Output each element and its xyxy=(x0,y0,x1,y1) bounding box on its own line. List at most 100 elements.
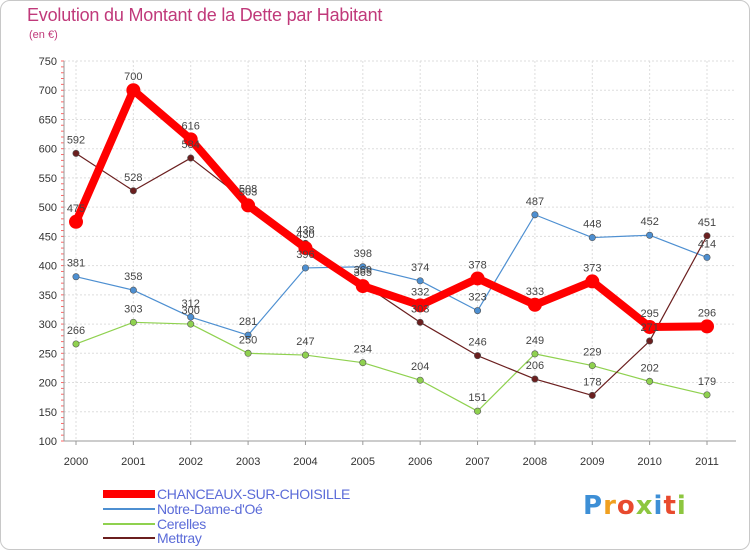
x-tick-label: 2010 xyxy=(637,456,661,468)
data-label-mettray: 528 xyxy=(124,172,142,184)
y-tick-label: 150 xyxy=(39,407,57,419)
x-tick-label: 2011 xyxy=(695,456,719,468)
data-label-cerelles: 204 xyxy=(411,361,429,373)
y-tick-label: 100 xyxy=(39,436,57,448)
data-point-chanceaux xyxy=(183,132,198,147)
legend-label-mettray: Mettray xyxy=(157,530,202,546)
data-label-chanceaux: 365 xyxy=(354,267,372,279)
data-point-notre-dame xyxy=(129,286,137,294)
data-point-mettray xyxy=(531,375,539,383)
data-point-cerelles xyxy=(416,376,424,384)
legend-label-notre-dame: Notre-Dame-d'Oé xyxy=(157,501,263,517)
data-label-chanceaux: 295 xyxy=(640,308,658,320)
data-point-mettray xyxy=(187,154,195,162)
data-label-notre-dame: 374 xyxy=(411,262,429,274)
data-point-cerelles xyxy=(531,350,539,358)
data-label-notre-dame: 281 xyxy=(239,316,257,328)
chart-subtitle: (en €) xyxy=(29,29,58,41)
y-tick-label: 200 xyxy=(39,378,57,390)
data-point-notre-dame xyxy=(474,307,482,315)
data-label-cerelles: 300 xyxy=(182,305,200,317)
data-label-mettray: 271 xyxy=(640,322,658,334)
data-point-notre-dame xyxy=(244,331,252,339)
data-point-chanceaux xyxy=(642,320,657,334)
data-label-mettray: 369 xyxy=(354,265,372,277)
logo-letter: P xyxy=(583,491,604,521)
data-point-chanceaux xyxy=(700,319,714,334)
data-point-cerelles xyxy=(187,320,195,328)
logo-letter: i xyxy=(676,491,687,521)
y-tick-label: 750 xyxy=(39,56,57,68)
data-label-mettray: 592 xyxy=(67,134,85,146)
logo-letter: x xyxy=(635,491,654,521)
data-label-notre-dame: 358 xyxy=(124,271,142,283)
y-tick-label: 300 xyxy=(39,319,57,331)
data-point-cerelles xyxy=(474,407,482,415)
y-tick-label: 350 xyxy=(39,290,57,302)
data-point-chanceaux xyxy=(470,271,485,286)
data-point-chanceaux xyxy=(413,298,428,313)
x-tick-label: 2008 xyxy=(523,456,547,468)
data-point-cerelles xyxy=(703,391,711,399)
data-label-chanceaux: 333 xyxy=(526,286,544,298)
data-label-chanceaux: 373 xyxy=(583,262,601,274)
data-point-mettray xyxy=(703,232,711,240)
data-label-cerelles: 266 xyxy=(67,325,85,337)
data-label-mettray: 206 xyxy=(526,360,544,372)
legend-swatch-cerelles xyxy=(103,523,155,525)
data-point-chanceaux xyxy=(241,198,256,213)
logo-letter: r xyxy=(603,491,617,521)
y-tick-label: 650 xyxy=(39,114,57,126)
data-label-cerelles: 179 xyxy=(698,376,716,388)
legend-label-chanceaux: CHANCEAUX-SUR-CHOISILLE xyxy=(157,486,351,502)
data-label-cerelles: 247 xyxy=(296,336,314,348)
data-point-cerelles xyxy=(129,318,137,326)
data-point-cerelles xyxy=(72,340,80,348)
y-tick-label: 450 xyxy=(39,231,57,243)
data-label-notre-dame: 381 xyxy=(67,258,85,270)
data-point-notre-dame xyxy=(301,264,309,272)
series-line-notre-dame xyxy=(75,214,708,336)
data-label-cerelles: 234 xyxy=(354,344,372,356)
data-label-chanceaux: 296 xyxy=(698,307,716,319)
data-label-cerelles: 229 xyxy=(583,347,601,359)
data-label-cerelles: 249 xyxy=(526,335,544,347)
y-tick-label: 400 xyxy=(39,261,57,273)
proxiti-logo: Proxiti xyxy=(583,491,687,521)
data-label-chanceaux: 475 xyxy=(67,203,85,215)
data-point-notre-dame xyxy=(531,211,539,219)
x-tick-label: 2009 xyxy=(580,456,604,468)
data-point-notre-dame xyxy=(72,273,80,281)
data-point-cerelles xyxy=(588,362,596,370)
y-tick-label: 550 xyxy=(39,173,57,185)
data-label-mettray: 451 xyxy=(698,217,716,229)
data-point-mettray xyxy=(474,352,482,360)
data-label-cerelles: 250 xyxy=(239,334,257,346)
y-tick-label: 600 xyxy=(39,144,57,156)
x-tick-label: 2007 xyxy=(465,456,489,468)
logo-letter: t xyxy=(663,491,677,521)
data-label-notre-dame: 487 xyxy=(526,196,544,208)
x-tick-label: 2006 xyxy=(408,456,432,468)
data-point-chanceaux xyxy=(69,214,83,229)
data-label-notre-dame: 414 xyxy=(698,238,716,250)
data-point-mettray xyxy=(72,149,80,157)
data-point-cerelles xyxy=(244,349,252,357)
data-label-notre-dame: 312 xyxy=(182,298,200,310)
x-tick-label: 2001 xyxy=(121,456,145,468)
data-label-mettray: 246 xyxy=(468,337,486,349)
data-label-mettray: 303 xyxy=(411,303,429,315)
y-tick-label: 250 xyxy=(39,348,57,360)
x-tick-label: 2000 xyxy=(64,456,88,468)
y-tick-label: 500 xyxy=(39,202,57,214)
data-label-cerelles: 202 xyxy=(640,362,658,374)
series-line-mettray xyxy=(75,152,708,396)
legend-swatch-chanceaux xyxy=(103,490,155,498)
data-label-notre-dame: 448 xyxy=(583,219,601,231)
data-point-notre-dame xyxy=(588,234,596,242)
x-tick-label: 2005 xyxy=(351,456,375,468)
data-label-notre-dame: 452 xyxy=(640,216,658,228)
data-label-chanceaux: 503 xyxy=(239,186,257,198)
